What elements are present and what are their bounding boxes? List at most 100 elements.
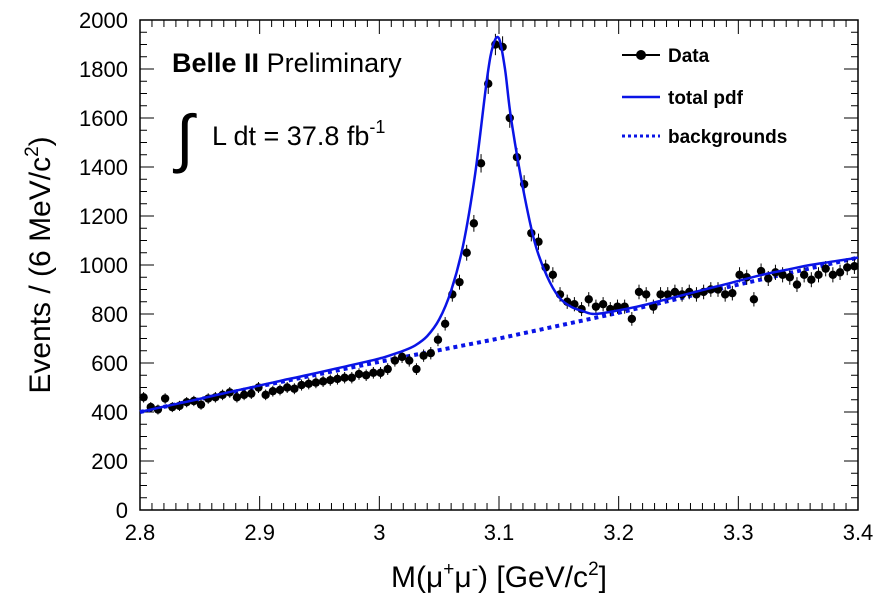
data-point — [376, 368, 385, 377]
data-point — [160, 394, 170, 403]
data-point — [799, 270, 809, 279]
data-point — [369, 368, 378, 377]
legend-data-marker — [636, 50, 646, 60]
data-point — [785, 273, 794, 282]
y-axis-title-sup: 2 — [22, 146, 43, 157]
data-point — [469, 219, 479, 228]
data-point — [383, 364, 392, 374]
y-tick-label: 200 — [91, 449, 128, 474]
data-point — [139, 393, 148, 402]
data-point — [419, 351, 428, 360]
x-tick-label: 3.4 — [843, 520, 874, 545]
data-point — [412, 364, 421, 374]
data-point — [814, 270, 823, 279]
data-point — [835, 268, 845, 277]
data-point — [656, 290, 665, 299]
data-point — [670, 287, 680, 297]
y-tick-label: 400 — [91, 400, 128, 425]
data-point — [455, 277, 464, 287]
luminosity-label: L dt = 37.8 fb-1 — [212, 117, 385, 151]
x-tick-label: 3 — [373, 520, 385, 545]
x-axis-title-mu1: μ — [426, 561, 443, 594]
data-point — [850, 262, 859, 271]
x-tick-label: 3.2 — [603, 520, 634, 545]
series-data — [139, 33, 859, 415]
experiment-label: Belle II Preliminary — [172, 48, 402, 78]
data-point — [548, 270, 558, 279]
y-tick-label: 1000 — [79, 253, 128, 278]
x-axis-title-unit: ) [GeV/c — [478, 561, 588, 594]
data-point — [828, 270, 838, 279]
y-axis-title-close: ) — [24, 136, 57, 146]
y-tick-label: 600 — [91, 351, 128, 376]
data-point — [397, 352, 407, 362]
plot-frame — [139, 19, 859, 511]
x-tick-label: 3.3 — [723, 520, 754, 545]
data-point — [268, 386, 278, 396]
x-axis-title-unit-sup: 2 — [588, 559, 599, 580]
data-point — [333, 374, 342, 384]
data-point — [440, 319, 450, 328]
data-point — [261, 390, 270, 400]
data-point — [634, 287, 644, 297]
data-point — [340, 373, 349, 382]
y-tick-label: 1600 — [79, 106, 128, 131]
data-point — [591, 302, 601, 311]
data-point — [239, 390, 249, 400]
data-point — [405, 356, 414, 365]
experiment-name: Belle II — [172, 48, 259, 78]
data-point — [778, 270, 787, 279]
series-total-pdf — [139, 35, 859, 414]
axis-ticks — [139, 19, 859, 511]
x-axis-title: M(μ+μ-) [GeV/c2] — [391, 559, 607, 594]
data-point — [318, 377, 328, 386]
tick-labels: 2.8 2.9 3 3.1 3.2 3.3 3.4 0 200 400 600 800 1000 1200… — [79, 8, 873, 545]
legend-label-total-pdf: total pdf — [668, 88, 744, 109]
data-point — [764, 274, 773, 283]
data-point — [282, 383, 292, 392]
data-point — [584, 295, 593, 304]
y-axis-title: Events / (6 MeV/c2) — [22, 136, 57, 393]
data-point — [720, 290, 730, 299]
data-point — [290, 384, 299, 393]
y-tick-label: 1200 — [79, 204, 128, 229]
legend: Data total pdf backgrounds — [622, 46, 787, 148]
data-point — [627, 314, 637, 324]
data-point — [663, 290, 672, 299]
data-point — [462, 248, 471, 257]
x-axis-title-close: ] — [599, 561, 607, 594]
data-point — [476, 159, 486, 168]
y-tick-label: 0 — [116, 498, 128, 523]
data-point — [728, 288, 737, 298]
integral-sign: ∫ — [172, 102, 197, 174]
data-point — [361, 371, 371, 380]
luminosity-sup: -1 — [369, 117, 385, 137]
x-axis-title-sup1: + — [443, 559, 454, 580]
data-point — [347, 373, 357, 382]
data-point — [232, 393, 242, 402]
x-tick-label: 3.1 — [484, 520, 515, 545]
data-point — [297, 380, 306, 390]
data-point — [756, 266, 766, 276]
legend-label-backgrounds: backgrounds — [668, 127, 787, 148]
y-tick-label: 1800 — [79, 57, 128, 82]
total-pdf-curve — [139, 35, 859, 414]
data-point — [196, 400, 206, 409]
data-point — [390, 356, 400, 365]
data-point — [311, 378, 321, 387]
data-point — [354, 369, 364, 379]
data-point — [843, 263, 852, 272]
data-point — [247, 389, 256, 398]
data-point — [426, 349, 435, 358]
data-point — [613, 302, 622, 311]
x-axis-title-mu2: μ — [454, 561, 471, 594]
data-point — [792, 280, 802, 289]
data-point — [735, 270, 744, 279]
x-axis-title-sup2: - — [472, 559, 478, 580]
y-tick-label: 800 — [91, 302, 128, 327]
data-point — [433, 335, 443, 344]
data-point — [275, 385, 285, 395]
data-point — [821, 264, 830, 273]
legend-label-data: Data — [668, 46, 710, 67]
